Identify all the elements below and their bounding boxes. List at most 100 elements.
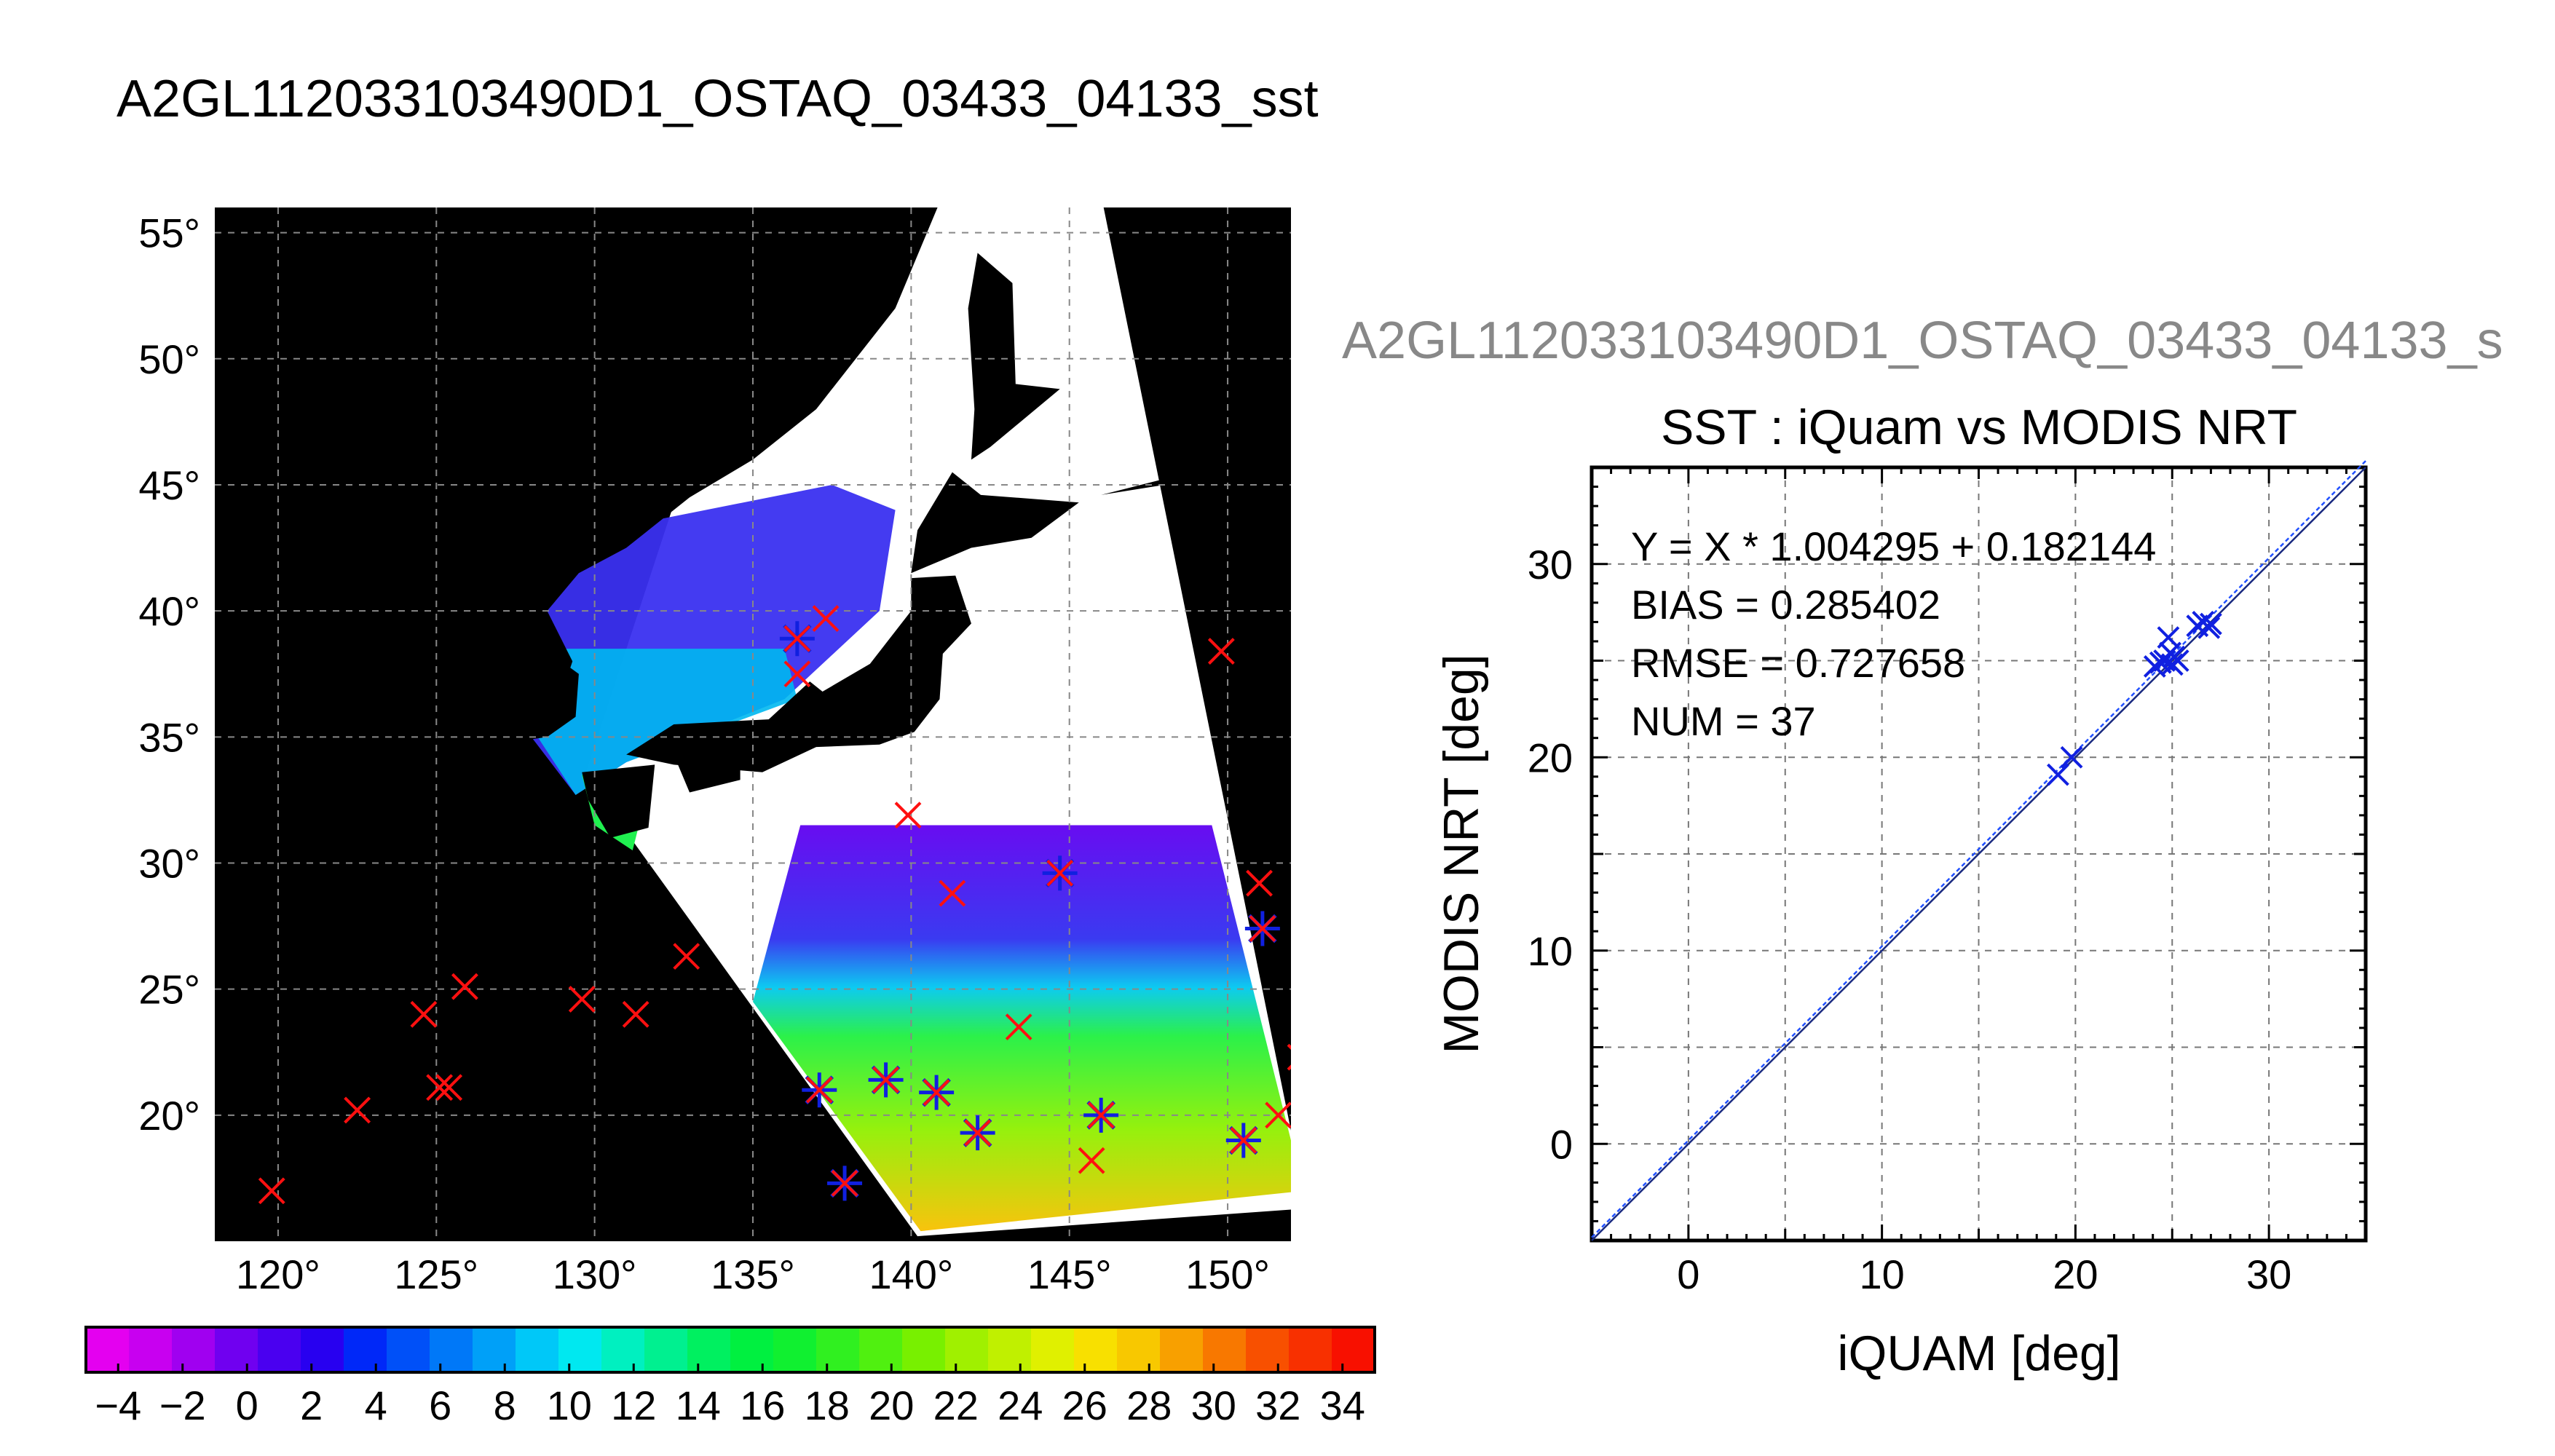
iquam-point-23-b (1207, 638, 1235, 665)
colorbar-swatch-21 (988, 1327, 1032, 1372)
y-tick-label-10: 10 (1528, 928, 1573, 974)
land-masses (215, 207, 1244, 838)
colorbar-label-26: 26 (1062, 1382, 1107, 1428)
iquam-point-27-b (1265, 1101, 1291, 1129)
iquam-point-10-b (783, 625, 811, 652)
iquam-point-25-b (1246, 869, 1273, 897)
stat-line-1: BIAS = 0.285402 (1631, 582, 1940, 628)
x-tick-label-0: 0 (1677, 1251, 1699, 1297)
x-tick-label-30: 30 (2246, 1251, 2291, 1297)
land-shape-4 (676, 757, 741, 793)
iquam-point-6-b (568, 986, 596, 1013)
colorbar-swatch-22 (1031, 1327, 1075, 1372)
colorbar-swatch-26 (1203, 1327, 1247, 1372)
colorbar-label-6: 6 (429, 1382, 451, 1428)
lon-label-150: 150° (1185, 1251, 1270, 1297)
colorbar-swatch-11 (558, 1327, 602, 1372)
colorbar-swatch-6 (344, 1327, 387, 1372)
latitude-labels: 20° 25° 30° 35° 40° 45° 50° 55° (138, 210, 200, 1139)
colorbar-label-30: 30 (1191, 1382, 1236, 1428)
colorbar-frame (84, 1326, 1376, 1374)
lon-label-125: 125° (394, 1251, 478, 1297)
colorbar-label-0: 0 (236, 1382, 258, 1428)
scatter-ticks: 0 10 20 30 0 10 20 30 (1528, 467, 2366, 1297)
colorbar-label-8: 8 (494, 1382, 516, 1428)
iquam-point-19-b (1005, 1013, 1032, 1041)
iquam-point-1-b (344, 1096, 371, 1124)
colorbar-swatch-19 (902, 1327, 946, 1372)
iquam-point-26-b (1249, 915, 1276, 942)
scatter-title: SST : iQuam vs MODIS NRT (1661, 400, 2297, 455)
lon-label-145: 145° (1027, 1251, 1112, 1297)
y-axis-label: MODIS NRT [deg] (1434, 654, 1489, 1053)
colorbar-label--4: −4 (95, 1382, 141, 1428)
iquam-point-22-b (1087, 1101, 1115, 1129)
iquam-point-5-b (451, 973, 478, 1000)
scatter-panel: SST : iQuam vs MODIS NRT 0 10 20 300102030 … (1434, 400, 2368, 1381)
lat-label-50: 50° (138, 336, 200, 382)
colorbar-swatch-16 (773, 1327, 817, 1372)
lat-label-35: 35° (138, 714, 200, 760)
colorbar-swatch-28 (1289, 1327, 1332, 1372)
iquam-point-20-b (1046, 859, 1074, 887)
colorbar-label-4: 4 (365, 1382, 387, 1428)
land-shape-3 (626, 575, 971, 772)
scatter-point-1-b (2060, 745, 2083, 769)
lon-label-130: 130° (553, 1251, 637, 1297)
land-shape-5 (582, 764, 655, 838)
colorbar-label-14: 14 (676, 1382, 721, 1428)
iquam-point-24-b (1230, 1127, 1257, 1154)
colorbar-swatch-14 (687, 1327, 731, 1372)
iquam-point-18-b (964, 1119, 992, 1147)
lon-label-140: 140° (869, 1251, 953, 1297)
colorbar-label--2: −2 (159, 1382, 206, 1428)
colorbar-swatch-4 (258, 1327, 301, 1372)
land-shape-0 (215, 207, 938, 737)
lat-label-30: 30° (138, 840, 200, 886)
colorbar-swatch-13 (644, 1327, 688, 1372)
colorbar-swatch-15 (730, 1327, 774, 1372)
sst-map-panel: 120° 125° 130° 135° 140° 145° 150° 20° 25° 30° 35… (138, 207, 1291, 1297)
lon-label-120: 120° (236, 1251, 320, 1297)
stats-block: Y = X * 1.004295 + 0.182144 BIAS = 0.2854… (1631, 523, 2156, 744)
y-tick-label-30: 30 (1528, 542, 1573, 587)
land-shape-6 (414, 611, 579, 748)
x-tick-label-10: 10 (1859, 1251, 1904, 1297)
colorbar-label-16: 16 (740, 1382, 785, 1428)
lat-label-40: 40° (138, 588, 200, 634)
iquam-point-28-a (1287, 1043, 1291, 1050)
sst-sea-south (531, 649, 797, 795)
iquam-point-2-b (410, 1000, 438, 1028)
colorbar-swatch-1 (129, 1327, 173, 1372)
iquam-point-16-b (923, 1079, 950, 1107)
colorbar-label-10: 10 (547, 1382, 592, 1428)
lat-label-45: 45° (138, 462, 200, 508)
sst-colorbar: −4 −2 0 2 4 6 8 10 12 14 16 18 20 22 24 26 28 30 32 34 (84, 1326, 1376, 1428)
colorbar-swatch-12 (601, 1327, 645, 1372)
regression-line (1591, 460, 2366, 1238)
colorbar-swatch-25 (1160, 1327, 1204, 1372)
colorbar-swatch-0 (86, 1327, 130, 1372)
identity-line (1591, 467, 2366, 1241)
main-title: A2GL112033103490D1_OSTAQ_03433_04133_sst (117, 70, 1319, 128)
iquam-point-12-b (805, 1076, 833, 1104)
iquam-point-0-b (258, 1177, 285, 1205)
iquam-point-14-b (872, 1066, 899, 1093)
colorbar-swatch-8 (430, 1327, 473, 1372)
colorbar-label-24: 24 (998, 1382, 1043, 1428)
colorbar-swatch-7 (387, 1327, 430, 1372)
colorbar-swatch-2 (172, 1327, 216, 1372)
longitude-labels: 120° 125° 130° 135° 140° 145° 150° (236, 1251, 1270, 1297)
colorbar-label-2: 2 (300, 1382, 323, 1428)
land-shape-1 (968, 253, 1060, 460)
iquam-markers (258, 605, 1291, 1205)
colorbar-label-22: 22 (933, 1382, 979, 1428)
colorbar-swatch-23 (1074, 1327, 1118, 1372)
y-tick-label-0: 0 (1550, 1121, 1573, 1167)
iquam-point-8-b (673, 943, 700, 970)
colorbar-swatch-3 (215, 1327, 258, 1372)
iquam-point-13-b (831, 1169, 858, 1197)
colorbar-label-32: 32 (1255, 1382, 1300, 1428)
colorbar-label-34: 34 (1320, 1382, 1365, 1428)
